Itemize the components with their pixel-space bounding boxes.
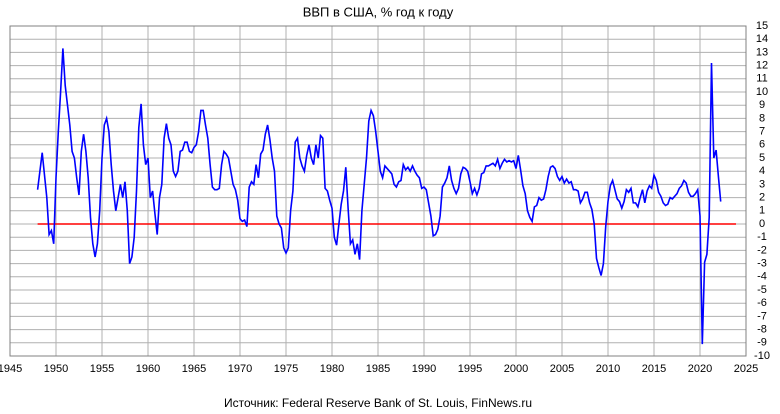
y-tick-label: -4 xyxy=(757,271,767,283)
chart-title: ВВП в США, % год к году xyxy=(303,4,454,19)
x-tick-label: 2015 xyxy=(642,363,666,375)
x-tick-label: 1965 xyxy=(182,363,206,375)
y-tick-label: 13 xyxy=(756,46,768,58)
x-tick-label: 2005 xyxy=(550,363,574,375)
x-tick-label: 1985 xyxy=(366,363,390,375)
source-note: Источник: Federal Reserve Bank of St. Lo… xyxy=(224,396,532,410)
y-tick-label: 11 xyxy=(756,73,767,85)
y-tick-label: -2 xyxy=(757,244,767,256)
y-tick-label: -9 xyxy=(757,337,767,349)
y-tick-label: 6 xyxy=(759,139,765,151)
y-tick-label: 9 xyxy=(759,99,765,111)
y-tick-label: 2 xyxy=(759,192,765,204)
x-tick-label: 1995 xyxy=(458,363,482,375)
x-tick-label: 1960 xyxy=(136,363,160,375)
x-tick-label: 2020 xyxy=(688,363,712,375)
y-tick-label: -5 xyxy=(757,284,767,296)
x-tick-label: 2025 xyxy=(734,363,758,375)
y-tick-label: 1 xyxy=(759,205,765,217)
x-tick-label: 1990 xyxy=(412,363,436,375)
y-tick-label: 8 xyxy=(759,112,765,124)
x-tick-label: 2000 xyxy=(504,363,528,375)
y-tick-label: 5 xyxy=(759,152,765,164)
y-tick-label: 14 xyxy=(756,33,768,45)
y-tick-label: 15 xyxy=(756,20,768,32)
y-tick-label: -8 xyxy=(757,324,767,336)
x-tick-label: 1950 xyxy=(44,363,68,375)
y-tick-label: -6 xyxy=(757,297,767,309)
x-tick-label: 1980 xyxy=(320,363,344,375)
y-tick-label: -1 xyxy=(757,231,767,243)
y-tick-label: -10 xyxy=(754,350,770,362)
y-tick-label: -3 xyxy=(757,258,767,270)
data-line xyxy=(36,48,722,345)
y-tick-label: 10 xyxy=(756,86,768,98)
y-tick-label: 4 xyxy=(759,165,765,177)
x-tick-label: 1955 xyxy=(90,363,114,375)
plot-frame xyxy=(9,25,747,357)
y-tick-label: 7 xyxy=(759,126,765,138)
y-tick-label: 3 xyxy=(759,178,765,190)
x-tick-label: 2010 xyxy=(596,363,620,375)
y-tick-label: 0 xyxy=(759,218,765,230)
x-tick-label: 1975 xyxy=(274,363,298,375)
x-tick-label: 1970 xyxy=(228,363,252,375)
x-tick-label: 1945 xyxy=(0,363,22,375)
y-tick-label: 12 xyxy=(756,60,768,72)
y-tick-label: -7 xyxy=(757,310,767,322)
